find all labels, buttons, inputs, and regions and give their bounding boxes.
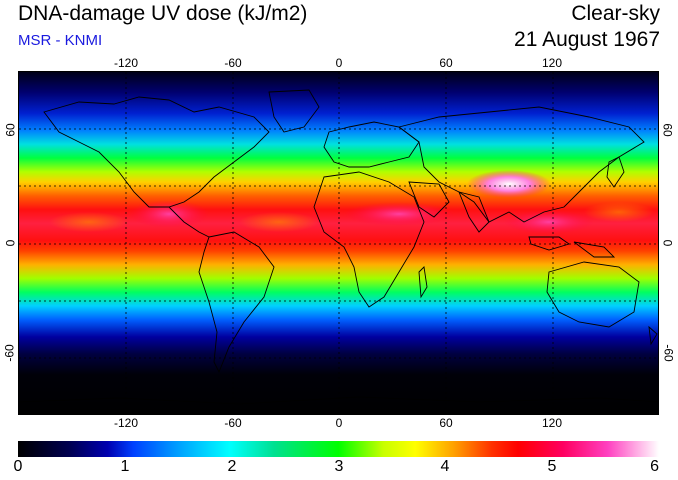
colorbar-label-1: 1 [120, 458, 130, 475]
lon-tick-bottom-120: 120 [541, 416, 563, 430]
lon-tick-bottom-m120: -120 [113, 416, 139, 430]
lat-tick-left-60: 60 [3, 123, 18, 137]
lat-tick-right-60: 60 [660, 123, 675, 137]
sky-condition-label: Clear-sky [571, 2, 660, 25]
lon-tick-top-60: 60 [439, 56, 453, 70]
lat-tick-left-m60: -60 [2, 344, 17, 362]
lat-tick-left-0: 0 [3, 239, 18, 247]
lon-tick-bottom-60: 60 [439, 416, 453, 430]
coastlines [19, 89, 658, 405]
uv-dose-field [19, 72, 658, 414]
map-title: DNA-damage UV dose (kJ/m2) [18, 2, 308, 25]
colorbar-label-4: 4 [440, 458, 450, 475]
colorbar-label-6: 6 [650, 458, 659, 475]
map-canvas [18, 71, 659, 415]
lat-tick-right-0: 0 [660, 239, 675, 247]
lon-tick-top-m60: -60 [224, 56, 242, 70]
colorbar [18, 441, 659, 457]
colorbar-label-0: 0 [13, 458, 23, 475]
lon-tick-bottom-m60: -60 [224, 416, 242, 430]
lon-tick-top-120: 120 [541, 56, 563, 70]
uv-dose-map [18, 71, 659, 415]
colorbar-label-2: 2 [227, 458, 237, 475]
lon-tick-bottom-0: 0 [335, 416, 343, 430]
date-label: 21 August 1967 [514, 28, 660, 51]
lon-tick-top-m120: -120 [113, 56, 139, 70]
colorbar-label-3: 3 [334, 458, 344, 475]
data-source-label: MSR - KNMI [18, 32, 103, 49]
lon-tick-top-0: 0 [335, 56, 343, 70]
colorbar-label-5: 5 [547, 458, 557, 475]
lat-tick-right-m60: -60 [661, 344, 676, 362]
